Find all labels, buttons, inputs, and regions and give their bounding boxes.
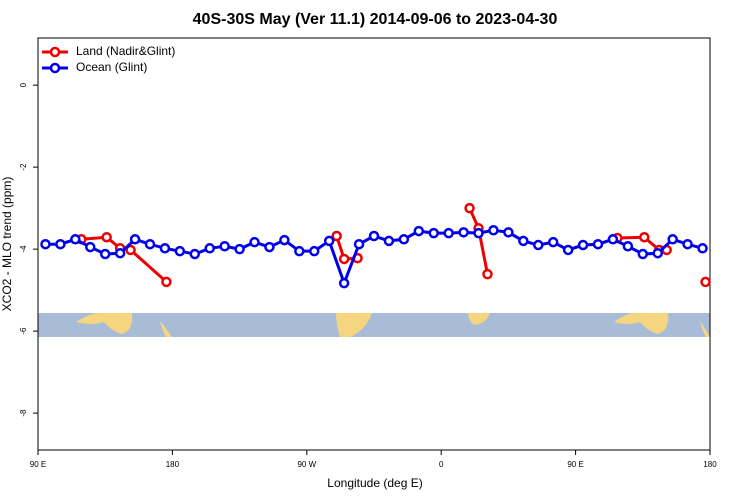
data-point [458,227,469,238]
data-point [464,202,475,214]
legend-marker [49,46,61,58]
series-line [81,208,705,282]
data-point [443,227,454,239]
data-point [144,238,156,250]
data-point [70,234,81,245]
x-tick-label: 90 E [567,460,583,469]
data-point [577,239,589,251]
data-point [129,234,141,245]
data-point [428,227,439,239]
x-tick-label: 0 [439,460,444,469]
land-australia-2 [614,313,669,334]
data-point [652,247,663,259]
data-point [639,231,650,243]
chart-title: 40S-30S May (Ver 11.1) 2014-09-06 to 202… [193,11,558,28]
data-point [413,225,425,237]
data-point [161,276,172,288]
data-point [323,235,335,247]
data-point [667,234,678,245]
data-point [353,238,365,250]
data-point [398,234,410,245]
x-tick-label: 90 W [297,460,316,469]
data-point [682,238,693,250]
data-point [249,236,260,248]
legend-label: Land (Nadir&Glint) [76,44,175,58]
y-axis-label: XCO2 - MLO trend (ppm) [0,177,14,312]
land-nz [160,321,172,337]
data-point [234,243,245,255]
map-strip [38,313,710,337]
plot-frame [37,37,711,451]
data-point [607,234,619,245]
land-africa [468,313,490,325]
data-point [264,241,275,253]
data-point [174,245,186,257]
y-tick-label: 0 [19,82,28,87]
data-point [40,238,51,250]
data-point [482,268,493,280]
data-point [101,231,112,243]
data-point [309,245,320,257]
data-point [114,247,126,259]
data-point [331,230,342,242]
data-point [159,243,171,254]
data-point [592,238,604,250]
data-point [219,241,230,252]
legend-label: Ocean (Glint) [76,60,147,74]
data-point [55,238,66,250]
data-point [204,243,215,254]
y-tick-label: -6 [19,327,28,335]
data-point [338,253,350,265]
data-point [637,248,649,260]
y-tick-label: -4 [19,245,28,253]
x-tick-label: 180 [166,460,180,469]
y-tick-label: -2 [19,163,28,171]
land-nz-2 [700,321,710,337]
data-point [338,277,350,289]
data-point [189,248,201,260]
data-point [85,241,96,253]
land-australia [76,313,133,334]
y-tick-label: -8 [19,409,28,417]
data-point [383,235,395,247]
legend-marker [49,62,61,74]
data-point [473,227,484,239]
data-point [622,241,634,252]
x-axis-label: Longitude (deg E) [327,476,422,490]
data-point [518,235,529,247]
land-south-america [336,313,372,337]
x-tick-label: 180 [703,460,717,469]
data-point [700,276,711,288]
data-point [503,227,514,238]
x-tick-label: 90 E [30,460,46,469]
ocean-strip [38,313,710,337]
data-point [547,236,559,248]
data-point [368,230,380,242]
data-point [279,234,290,246]
data-point [562,244,574,256]
data-point [99,248,111,260]
data-point [488,225,499,236]
data-point [533,239,544,251]
data-point [125,244,136,256]
data-point [697,243,708,254]
data-point [294,245,305,257]
